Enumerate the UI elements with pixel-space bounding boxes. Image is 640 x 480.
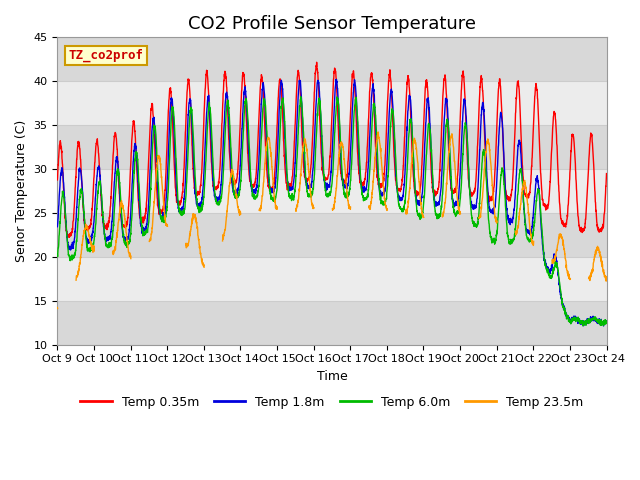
- Title: CO2 Profile Sensor Temperature: CO2 Profile Sensor Temperature: [188, 15, 476, 33]
- X-axis label: Time: Time: [317, 370, 348, 383]
- Legend: Temp 0.35m, Temp 1.8m, Temp 6.0m, Temp 23.5m: Temp 0.35m, Temp 1.8m, Temp 6.0m, Temp 2…: [76, 391, 589, 414]
- Bar: [58, 213, 607, 257]
- Bar: [58, 300, 607, 345]
- Bar: [58, 37, 607, 81]
- Y-axis label: Senor Temperature (C): Senor Temperature (C): [15, 120, 28, 262]
- Bar: [58, 125, 607, 169]
- Bar: [58, 257, 607, 300]
- Bar: [58, 169, 607, 213]
- Bar: [58, 81, 607, 125]
- Text: TZ_co2prof: TZ_co2prof: [68, 49, 143, 62]
